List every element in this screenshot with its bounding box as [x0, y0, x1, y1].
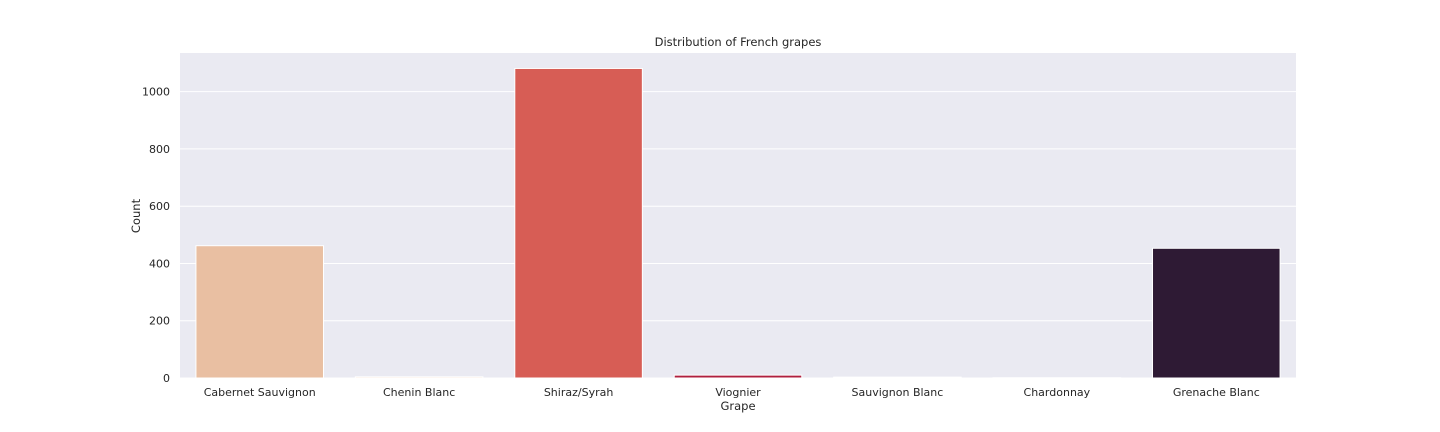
x-axis-ticks: Cabernet Sauvignon Chenin Blanc Shiraz/Syr… — [204, 386, 1260, 399]
y-tick-label: 1000 — [142, 86, 170, 99]
plot-area — [180, 53, 1296, 378]
y-tick-label: 400 — [149, 257, 170, 270]
y-tick-label: 0 — [163, 372, 170, 385]
bar — [833, 376, 962, 379]
y-axis-label: Count — [129, 198, 143, 233]
x-tick-label: Grenache Blanc — [1173, 386, 1260, 399]
y-tick-label: 200 — [149, 315, 170, 328]
x-tick-label: Shiraz/Syrah — [544, 386, 614, 399]
bar — [195, 245, 324, 379]
bar — [514, 67, 643, 379]
bar — [673, 374, 803, 379]
x-tick-label: Chenin Blanc — [383, 386, 455, 399]
x-tick-label: Viognier — [715, 386, 761, 399]
bars — [195, 67, 1281, 379]
x-tick-label: Chardonnay — [1024, 386, 1091, 399]
x-tick-label: Sauvignon Blanc — [852, 386, 944, 399]
chart-title: Distribution of French grapes — [655, 35, 822, 49]
bar — [354, 376, 484, 379]
x-tick-label: Cabernet Sauvignon — [204, 386, 316, 399]
x-axis-label: Grape — [720, 399, 755, 413]
y-tick-label: 600 — [149, 200, 170, 213]
y-tick-label: 800 — [149, 143, 170, 156]
bar — [1152, 247, 1281, 379]
y-axis-ticks: 0 200 400 600 800 1000 — [142, 86, 170, 385]
